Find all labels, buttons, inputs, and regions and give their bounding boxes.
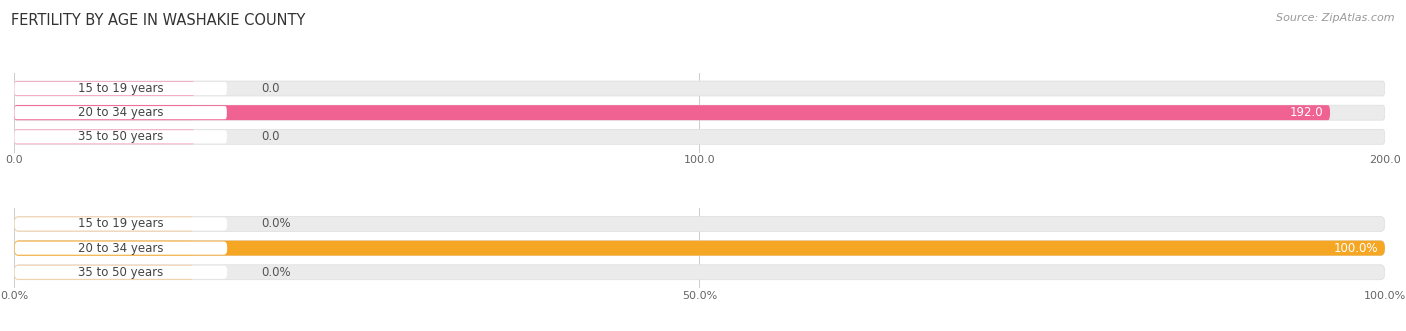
- FancyBboxPatch shape: [14, 130, 226, 143]
- FancyBboxPatch shape: [14, 241, 194, 256]
- FancyBboxPatch shape: [14, 105, 194, 120]
- Text: 20 to 34 years: 20 to 34 years: [79, 242, 163, 255]
- FancyBboxPatch shape: [14, 241, 1385, 256]
- Text: Source: ZipAtlas.com: Source: ZipAtlas.com: [1277, 13, 1395, 23]
- FancyBboxPatch shape: [14, 105, 1330, 120]
- FancyBboxPatch shape: [14, 129, 194, 144]
- FancyBboxPatch shape: [14, 81, 1385, 96]
- FancyBboxPatch shape: [14, 242, 228, 255]
- FancyBboxPatch shape: [14, 106, 226, 119]
- Text: 15 to 19 years: 15 to 19 years: [79, 217, 163, 230]
- FancyBboxPatch shape: [14, 129, 1385, 144]
- FancyBboxPatch shape: [14, 217, 228, 231]
- Text: 0.0%: 0.0%: [262, 217, 291, 230]
- Text: 0.0%: 0.0%: [262, 266, 291, 279]
- Text: FERTILITY BY AGE IN WASHAKIE COUNTY: FERTILITY BY AGE IN WASHAKIE COUNTY: [11, 13, 305, 28]
- FancyBboxPatch shape: [14, 265, 1385, 280]
- FancyBboxPatch shape: [14, 105, 1385, 120]
- Text: 100.0%: 100.0%: [1333, 242, 1378, 255]
- Text: 192.0: 192.0: [1289, 106, 1323, 119]
- Text: 20 to 34 years: 20 to 34 years: [77, 106, 163, 119]
- FancyBboxPatch shape: [14, 81, 194, 96]
- Text: 0.0: 0.0: [262, 82, 280, 95]
- FancyBboxPatch shape: [14, 266, 228, 279]
- Text: 35 to 50 years: 35 to 50 years: [77, 130, 163, 143]
- FancyBboxPatch shape: [14, 82, 226, 95]
- FancyBboxPatch shape: [14, 241, 1385, 256]
- FancyBboxPatch shape: [14, 216, 194, 231]
- Text: 15 to 19 years: 15 to 19 years: [77, 82, 163, 95]
- FancyBboxPatch shape: [14, 265, 194, 280]
- Text: 35 to 50 years: 35 to 50 years: [79, 266, 163, 279]
- FancyBboxPatch shape: [14, 216, 1385, 231]
- Text: 0.0: 0.0: [262, 130, 280, 143]
